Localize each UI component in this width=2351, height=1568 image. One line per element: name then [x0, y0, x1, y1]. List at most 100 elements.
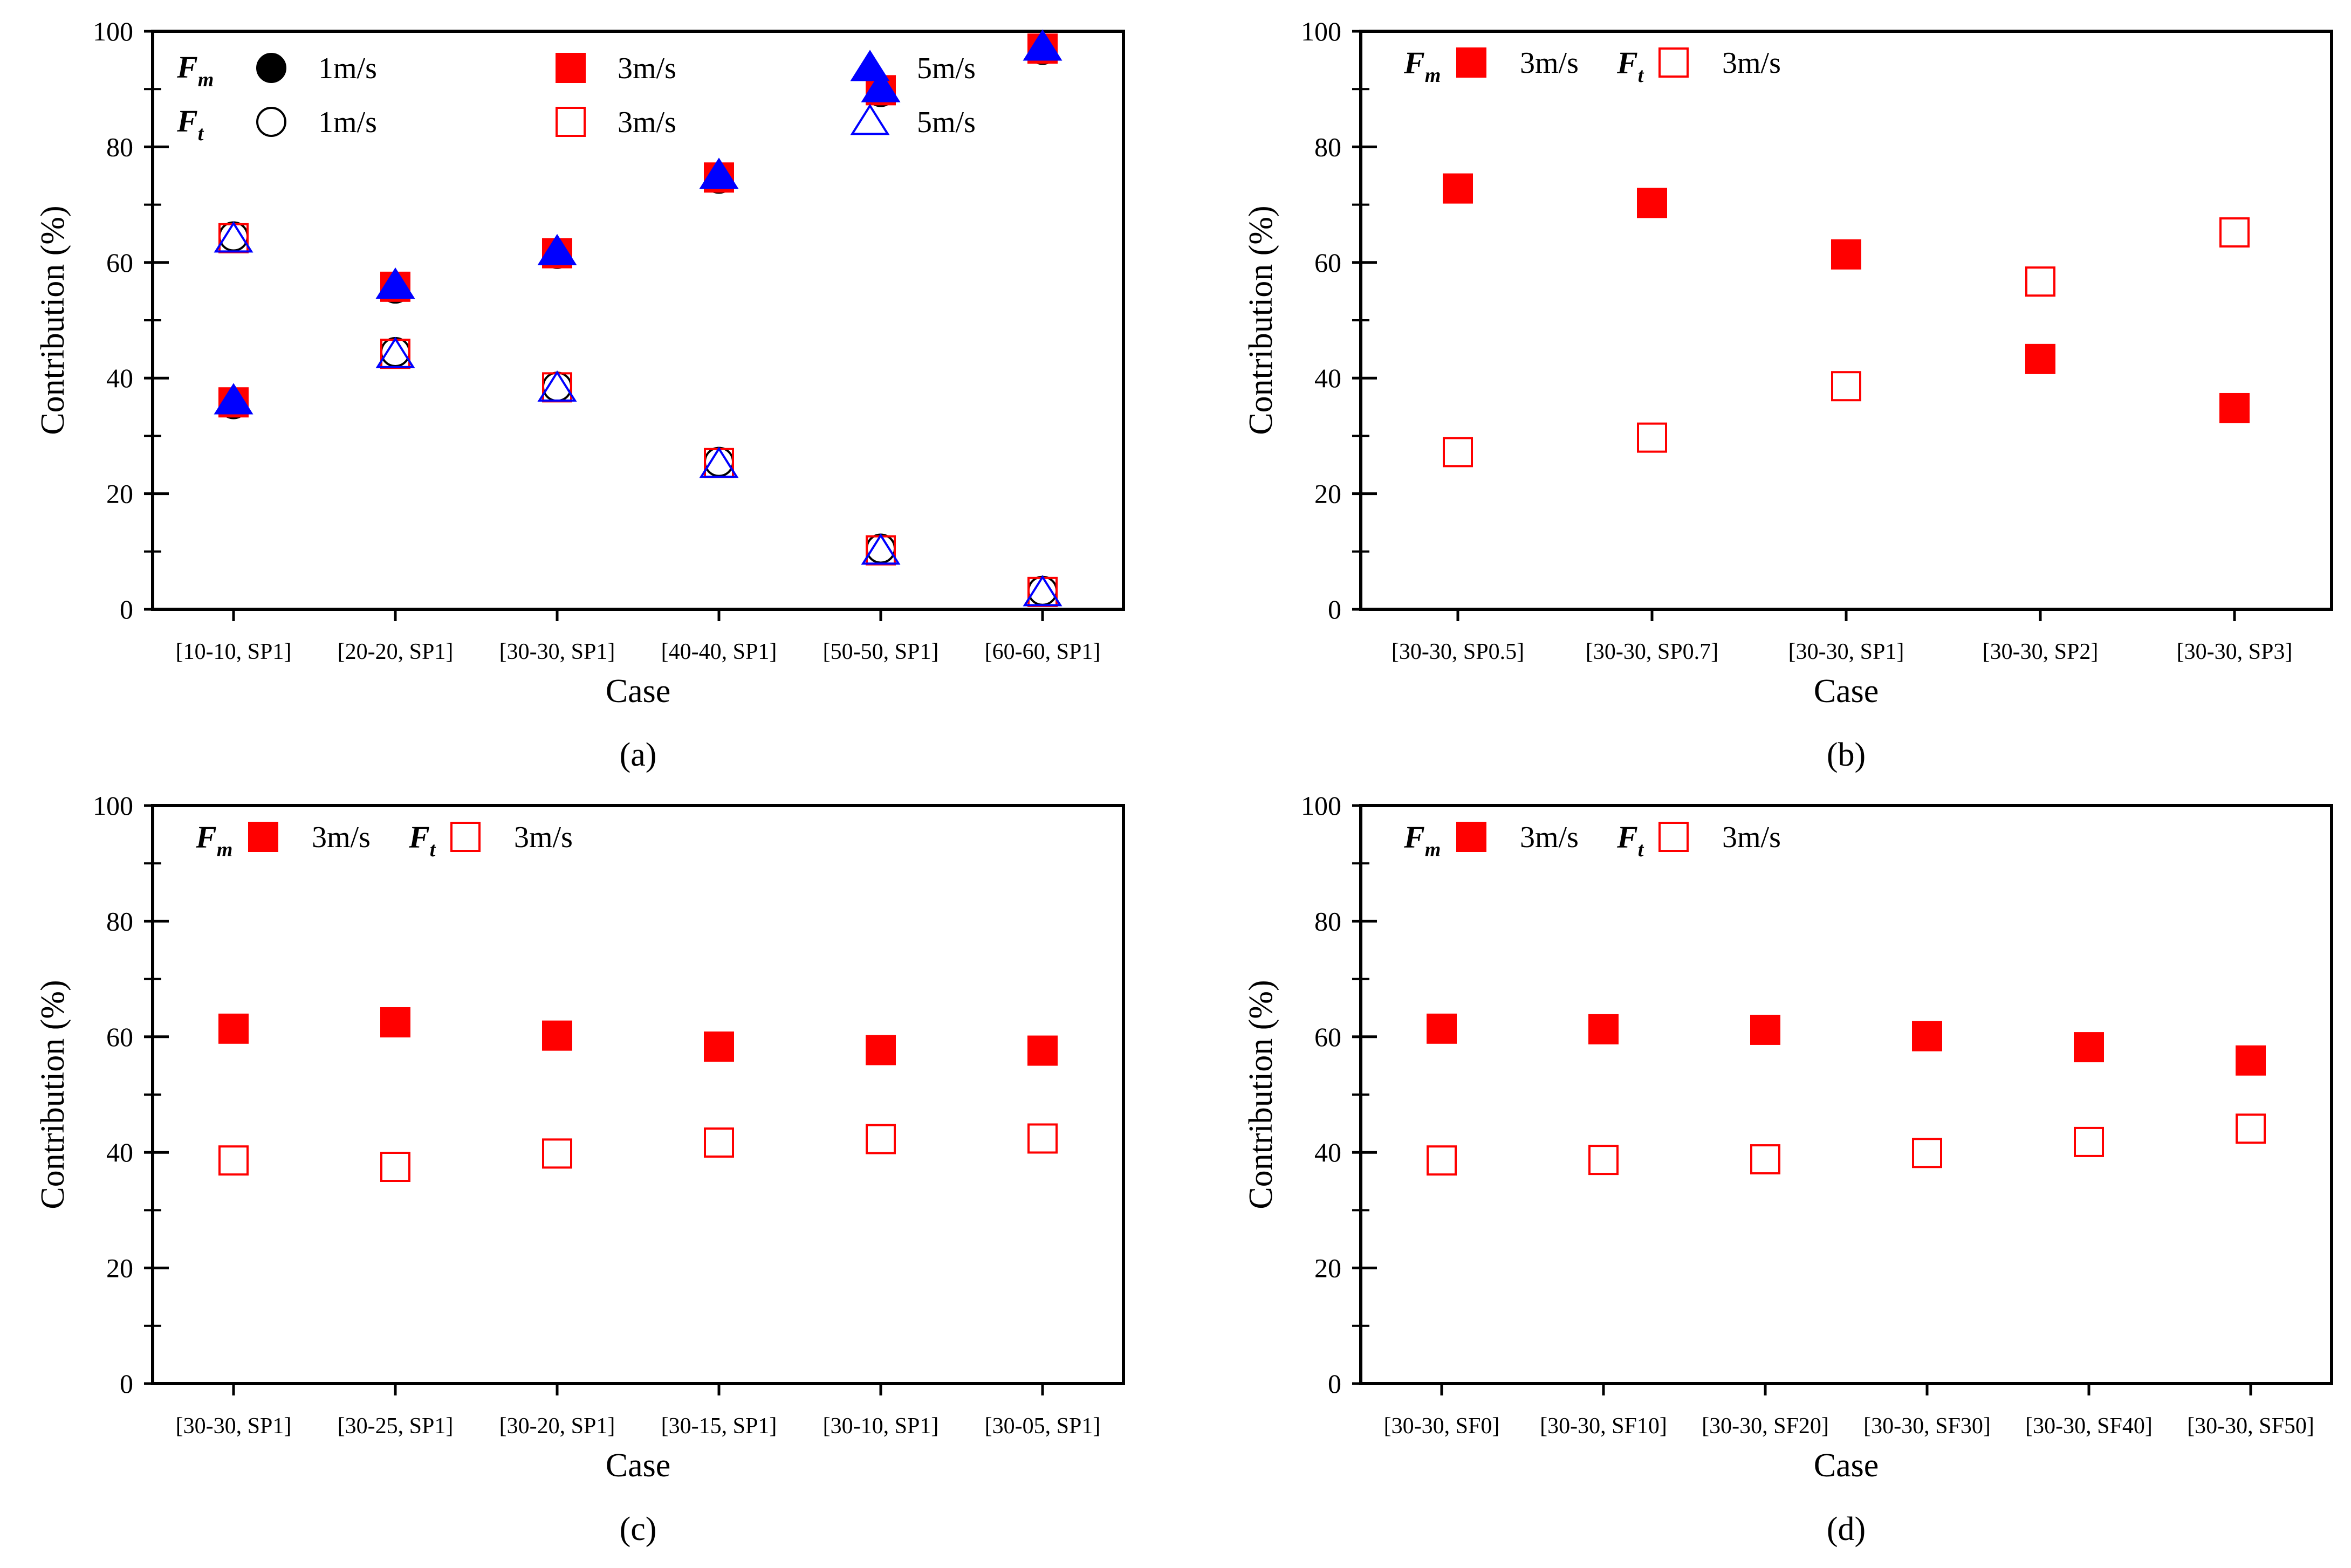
legend-marker	[556, 53, 586, 83]
data-point	[1443, 173, 1473, 204]
data-point	[861, 71, 901, 102]
y-axis-label: Contribution (%)	[35, 205, 71, 435]
x-tick-label: [30-30, SP2]	[1983, 639, 2099, 664]
y-axis-label: Contribution (%)	[1243, 205, 1279, 435]
legend-marker	[850, 50, 890, 81]
data-point	[214, 383, 253, 415]
y-tick-label: 60	[1314, 1022, 1341, 1052]
y-tick-label: 80	[106, 132, 133, 162]
legend-ft-label: Ft	[1616, 820, 1644, 861]
data-point	[1637, 422, 1667, 453]
legend-marker	[1658, 47, 1689, 78]
legend-marker	[850, 104, 890, 135]
x-tick-label: [30-30, SP1]	[176, 1414, 292, 1439]
y-tick-label: 0	[120, 1368, 133, 1399]
data-point	[380, 1007, 410, 1037]
legend-marker	[556, 107, 586, 137]
data-point	[866, 533, 896, 564]
legend-fm-label: Fm	[1403, 820, 1441, 861]
legend-entry-label: 3m/s	[618, 52, 676, 85]
y-tick-label: 80	[1314, 906, 1341, 936]
plot-frame	[151, 804, 1125, 1385]
data-point	[1027, 1035, 1058, 1066]
data-point	[1831, 239, 1861, 270]
plot-frame	[1359, 804, 2333, 1385]
legend-entry-label: 5m/s	[917, 52, 976, 85]
panel-label: (d)	[1827, 1511, 1866, 1548]
data-point	[1750, 1014, 1780, 1045]
data-point	[1588, 1145, 1619, 1175]
legend-entry-label: 3m/s	[514, 821, 573, 854]
data-point	[1443, 437, 1473, 467]
data-point	[1023, 575, 1063, 607]
data-point	[380, 336, 410, 367]
y-axis-label: Contribution (%)	[1243, 980, 1279, 1209]
legend-entry-label: 5m/s	[917, 106, 976, 139]
chart-panel: 0 20 40 60 80 100 [10-10, SP1] [20-20, SP1] [30-…	[35, 16, 1125, 773]
y-tick-label: 100	[1301, 790, 1341, 821]
y-tick-label: 100	[93, 790, 133, 821]
data-point	[699, 157, 739, 189]
data-point	[2074, 1032, 2104, 1063]
x-tick-label: [30-20, SP1]	[499, 1414, 615, 1439]
y-tick-label: 0	[1328, 1368, 1341, 1399]
legend-fm-label: Fm	[176, 50, 214, 91]
legend-fm-label: Fm	[1403, 45, 1441, 87]
x-tick-label: [30-30, SF40]	[2025, 1414, 2153, 1439]
x-tick-label: [20-20, SP1]	[338, 639, 454, 664]
data-point	[537, 233, 577, 265]
y-axis-label: Contribution (%)	[35, 980, 71, 1209]
data-point	[866, 1035, 896, 1065]
panel-label: (c)	[620, 1511, 657, 1548]
data-point	[542, 1138, 572, 1169]
y-tick-label: 80	[1314, 132, 1341, 162]
data-point	[2074, 1126, 2104, 1157]
y-tick-label: 20	[1314, 1253, 1341, 1283]
x-tick-label: [30-15, SP1]	[661, 1414, 777, 1439]
legend-marker	[1456, 47, 1486, 78]
x-tick-label: [30-05, SP1]	[985, 1414, 1101, 1439]
legend-marker	[1658, 822, 1689, 852]
legend-ft-label: Ft	[1616, 45, 1644, 87]
y-tick-label: 40	[1314, 1137, 1341, 1167]
data-point	[1912, 1138, 1942, 1168]
chart-panel: 0 20 40 60 80 100 [30-30, SF0] [30-30, SF10] [30…	[1243, 790, 2333, 1548]
x-tick-label: [30-30, SF30]	[1863, 1414, 1991, 1439]
x-tick-label: [30-30, SF0]	[1384, 1414, 1500, 1439]
data-point	[214, 221, 253, 253]
x-tick-label: [30-30, SF50]	[2187, 1414, 2314, 1439]
data-point	[704, 1031, 734, 1062]
x-axis-label: Case	[1814, 1447, 1879, 1484]
panel-label: (b)	[1827, 737, 1866, 773]
legend: Fm 3m/s Ft 3m/s	[195, 820, 573, 861]
y-tick-label: 20	[106, 479, 133, 509]
legend: Fm 3m/s Ft 3m/s	[1403, 45, 1781, 87]
legend-marker	[256, 53, 286, 83]
x-tick-label: [10-10, SP1]	[176, 639, 292, 664]
x-tick-label: [30-10, SP1]	[823, 1414, 939, 1439]
legend-entry-label: 3m/s	[1520, 821, 1579, 854]
data-point	[704, 446, 734, 477]
legend-marker	[248, 822, 278, 852]
legend-entry-label: 1m/s	[318, 52, 377, 85]
chart-panel: 0 20 40 60 80 100 [30-30, SP1] [30-25, SP1] [30-…	[35, 790, 1125, 1548]
data-point	[1831, 371, 1861, 402]
chart-panel: 0 20 40 60 80 100 [30-30, SP0.5] [30-30, SP0.7]…	[1243, 16, 2333, 773]
y-tick-label: 40	[106, 363, 133, 393]
x-tick-label: [30-25, SP1]	[338, 1414, 454, 1439]
x-axis-label: Case	[606, 1447, 671, 1484]
panel-label: (a)	[620, 737, 657, 773]
y-tick-label: 80	[106, 906, 133, 936]
data-point	[542, 1020, 572, 1051]
data-point	[2236, 1045, 2266, 1076]
x-tick-label: [30-30, SP0.5]	[1392, 639, 1524, 664]
x-tick-label: [50-50, SP1]	[823, 639, 939, 664]
data-point	[699, 446, 739, 478]
data-point	[2219, 217, 2250, 248]
x-tick-label: [30-30, SP1]	[1788, 639, 1904, 664]
y-tick-label: 40	[1314, 363, 1341, 393]
legend-entry-label: 3m/s	[1520, 46, 1579, 80]
data-point	[1588, 1014, 1619, 1044]
legend-ft-label: Ft	[176, 104, 204, 145]
data-point	[2236, 1113, 2266, 1144]
